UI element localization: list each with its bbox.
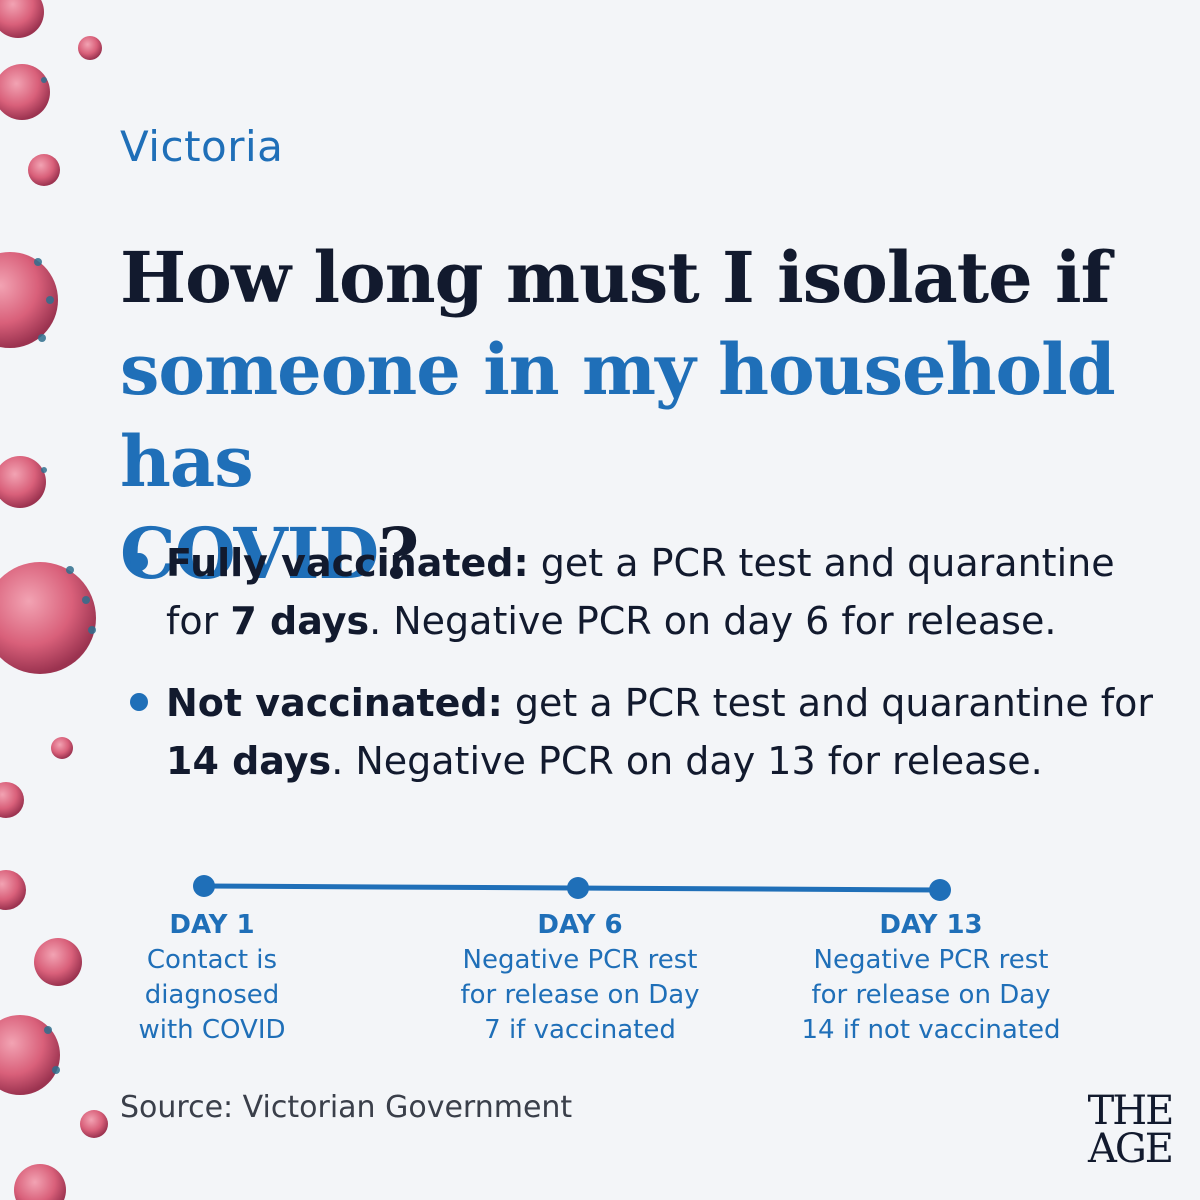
bullet-lead: Fully vaccinated: [166, 541, 529, 585]
timeline-text: 7 if vaccinated [484, 1015, 676, 1045]
timeline-step-day-1: DAY 1 Contact is diagnosed with COVID [62, 908, 362, 1048]
bullet-text: . Negative PCR on day 6 for release. [369, 599, 1057, 643]
timeline: DAY 1 Contact is diagnosed with COVID DA… [0, 860, 1200, 1060]
timeline-text: for release on Day [811, 980, 1051, 1010]
source-credit: Source: Victorian Government [120, 1090, 573, 1125]
headline-covid: COVID [120, 512, 379, 595]
timeline-step-day-13: DAY 13 Negative PCR rest for release on … [781, 908, 1081, 1048]
bullet-dot-icon [130, 553, 148, 571]
the-age-logo: THE AGE [1078, 1088, 1182, 1172]
headline-question-mark: ? [378, 512, 419, 595]
timeline-day: DAY 1 [169, 910, 255, 940]
bullet-text: . Negative PCR on day 13 for release. [331, 739, 1043, 783]
timeline-step-day-6: DAY 6 Negative PCR rest for release on D… [430, 908, 730, 1048]
bullet-fully-vaccinated: Fully vaccinated: get a PCR test and qua… [128, 534, 1168, 650]
timeline-day: DAY 13 [879, 910, 983, 940]
timeline-text: for release on Day [460, 980, 700, 1010]
timeline-text: 14 if not vaccinated [801, 1015, 1061, 1045]
region-label: Victoria [120, 122, 284, 171]
timeline-text: Contact is [146, 945, 278, 975]
timeline-dot-day-6 [567, 877, 589, 899]
timeline-text: diagnosed [144, 980, 280, 1010]
timeline-dot-day-1 [193, 875, 215, 897]
logo-line-1: THE [1087, 1088, 1175, 1134]
headline-line-2: someone in my household has [120, 328, 1116, 503]
virus-decoration [0, 0, 108, 1200]
logo-line-2: AGE [1087, 1126, 1174, 1172]
timeline-text: Negative PCR rest [462, 945, 698, 975]
virus-icon [0, 0, 108, 1200]
bullet-list: Fully vaccinated: get a PCR test and qua… [128, 534, 1168, 814]
bullet-duration: 7 days [230, 599, 370, 643]
timeline-text: with COVID [138, 1015, 286, 1045]
bullet-text: get a PCR test and quarantine for [166, 541, 1115, 643]
timeline-dot-day-13 [929, 879, 951, 901]
bullet-lead: Not vaccinated: [166, 681, 503, 725]
headline: How long must I isolate if someone in my… [120, 232, 1120, 600]
headline-line-3: COVID? [120, 508, 1120, 600]
bullet-text: get a PCR test and quarantine for [502, 681, 1154, 725]
timeline-line [193, 875, 951, 901]
timeline-day: DAY 6 [537, 910, 623, 940]
bullet-dot-icon [130, 693, 148, 711]
bullet-not-vaccinated: Not vaccinated: get a PCR test and quara… [128, 674, 1168, 790]
timeline-text: Negative PCR rest [813, 945, 1049, 975]
headline-line-1: How long must I isolate if [120, 236, 1111, 319]
bullet-duration: 14 days [166, 739, 332, 783]
